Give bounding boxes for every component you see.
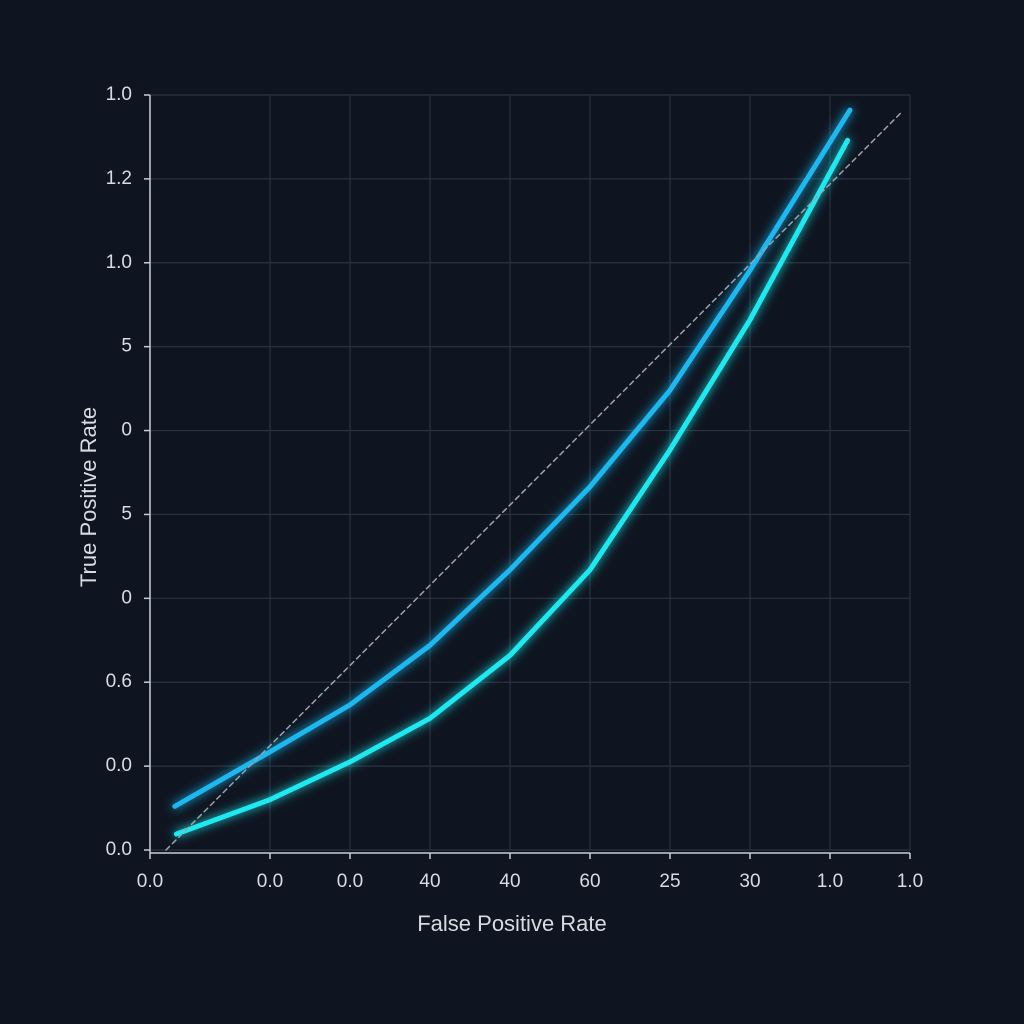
- y-tick-label: 1.0: [106, 84, 132, 105]
- x-axis-label: False Positive Rate: [417, 911, 607, 936]
- series-line: [165, 111, 903, 851]
- y-tick-label: 1.0: [106, 252, 132, 273]
- x-tick-label: 25: [659, 871, 680, 892]
- y-tick-label: 1.2: [106, 168, 132, 189]
- x-tick-label: 40: [499, 871, 520, 892]
- y-tick-label: 0: [121, 420, 132, 441]
- y-tick-label: 5: [121, 503, 132, 524]
- y-tick-label: 0.0: [106, 839, 132, 860]
- y-tick-label: 5: [121, 336, 132, 357]
- x-tick-label: 1.0: [897, 871, 923, 892]
- y-tick-label: 0.6: [106, 671, 132, 692]
- x-tick-label: 0.0: [337, 871, 363, 892]
- series-line: [172, 107, 853, 809]
- x-tick-label: 40: [419, 871, 440, 892]
- y-axis-label: True Positive Rate: [76, 407, 101, 587]
- x-tick-label: 1.0: [817, 871, 843, 892]
- x-tick-label: 0.0: [137, 871, 163, 892]
- series-line: [173, 137, 851, 837]
- x-tick-label: 0.0: [257, 871, 283, 892]
- y-tick-label: 0: [121, 587, 132, 608]
- y-tick-label: 0.0: [106, 755, 132, 776]
- x-tick-label: 30: [739, 871, 760, 892]
- x-tick-label: 60: [579, 871, 600, 892]
